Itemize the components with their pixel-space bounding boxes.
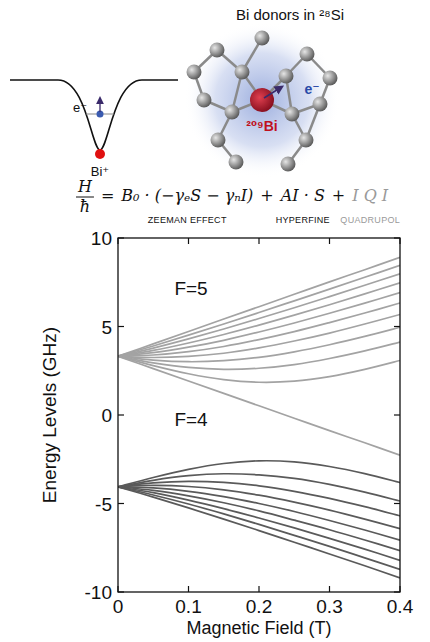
energy-level-line (118, 481, 400, 516)
x-tick (258, 238, 259, 244)
lattice: ²⁰⁹Bi e⁻ (184, 22, 340, 178)
x-tick (329, 238, 330, 244)
term-label: QUADRUPOL (340, 215, 400, 225)
chart: -10 -5 0 5 10 0 0.1 0.2 0.3 0.4 F=5 F=4 Magnetic Fie… (39, 228, 414, 638)
si-atom (323, 71, 338, 86)
energy-level-line (118, 342, 400, 369)
y-tick (394, 237, 400, 238)
term-label: ZEEMAN EFFECT (148, 215, 227, 225)
operator: + (332, 186, 345, 205)
equals-sign: = (101, 186, 114, 205)
fraction-numerator: H (77, 177, 93, 196)
si-atom (187, 65, 202, 80)
x-tick-label: 0.1 (175, 596, 201, 617)
bi-label: ²⁰⁹Bi (246, 118, 277, 134)
energy-level-line (118, 257, 400, 356)
y-tick-label: 5 (101, 317, 112, 338)
y-axis-title: Energy Levels (GHz) (39, 327, 60, 503)
lattice-electron-label: e⁻ (304, 81, 319, 97)
equation-term: B₀ · (−γₑS − γₙI) (120, 186, 253, 205)
si-atom (229, 155, 244, 170)
annotation: F=4 (174, 409, 208, 430)
energy-level-line (118, 314, 400, 357)
energy-level-line (118, 356, 400, 382)
y-tick (118, 414, 124, 415)
x-tick (188, 238, 189, 244)
x-tick (117, 238, 118, 244)
y-tick (118, 237, 124, 238)
si-atom (300, 47, 315, 62)
donor-dot (95, 149, 105, 159)
x-tick (188, 586, 189, 592)
energy-level-line (118, 293, 400, 357)
y-tick (394, 503, 400, 504)
x-tick-label: 0 (113, 596, 124, 617)
si-atom (225, 105, 240, 120)
y-tick (394, 591, 400, 592)
energy-level-line (118, 283, 400, 356)
y-tick-label: 0 (101, 405, 112, 426)
y-tick (118, 591, 124, 592)
nuclear-spin (264, 88, 280, 98)
x-tick-label: 0.4 (387, 596, 414, 617)
si-atom (210, 43, 225, 58)
page: Bi donors in ²⁸Si e⁻ Bi⁺ ²⁰⁹Bi e⁻ Hħ = B₀ · (−γ… (0, 0, 430, 642)
energy-level-line (118, 485, 400, 528)
equation: Hħ = B₀ · (−γₑS − γₙI) + AI · S + I Q I ZEEMAN … (76, 177, 400, 225)
y-tick (394, 326, 400, 327)
electron-cloud (184, 22, 340, 178)
energy-level-line (118, 356, 400, 455)
y-tick-label: -10 (85, 582, 112, 603)
si-atom (285, 107, 300, 122)
si-atom (313, 97, 328, 112)
potential-well: e⁻ Bi⁺ (10, 80, 178, 179)
x-tick (399, 238, 400, 244)
title: Bi donors in ²⁸Si (236, 6, 344, 23)
x-tick (117, 586, 118, 592)
y-tick-label: 10 (91, 228, 112, 249)
energy-level-line (118, 487, 400, 578)
donor-label: Bi⁺ (91, 164, 109, 179)
energy-level-line (118, 487, 400, 569)
term-label: HYPERFINE (276, 215, 330, 225)
energy-level-line (118, 274, 400, 356)
series-group (118, 257, 400, 578)
y-tick-label: -5 (95, 494, 112, 515)
equation-term: AI · S (279, 186, 325, 205)
si-atom (279, 69, 294, 84)
x-tick-label: 0.3 (316, 596, 342, 617)
energy-level-line (118, 265, 400, 356)
x-tick (329, 586, 330, 592)
si-atom (281, 157, 296, 172)
x-axis-title: Magnetic Field (T) (186, 618, 331, 638)
canvas: Bi donors in ²⁸Si e⁻ Bi⁺ ²⁰⁹Bi e⁻ Hħ = B₀ · (−γ… (0, 0, 430, 642)
fraction-bar (76, 197, 94, 198)
energy-level-line (118, 461, 400, 487)
plot-frame (118, 238, 400, 592)
electron-label: e⁻ (73, 100, 87, 115)
equation-term: I Q I (351, 186, 389, 205)
energy-level-line (118, 487, 400, 551)
x-tick (258, 586, 259, 592)
x-tick-label: 0.2 (246, 596, 272, 617)
energy-level-line (118, 487, 400, 560)
si-atom (211, 133, 226, 148)
energy-level-line (118, 327, 400, 362)
si-atom (197, 93, 212, 108)
electron-spin (99, 100, 100, 112)
si-atom (235, 65, 250, 80)
y-tick (394, 414, 400, 415)
si-atom (299, 133, 314, 148)
well-curve (10, 80, 178, 150)
fraction-denominator: ħ (80, 197, 90, 216)
si-atom (255, 31, 270, 46)
y-tick (118, 503, 124, 504)
bi-atom (250, 88, 274, 112)
operator: + (260, 186, 273, 205)
energy-level-line (118, 474, 400, 501)
y-tick (118, 326, 124, 327)
x-tick (399, 586, 400, 592)
annotation: F=5 (174, 278, 207, 299)
